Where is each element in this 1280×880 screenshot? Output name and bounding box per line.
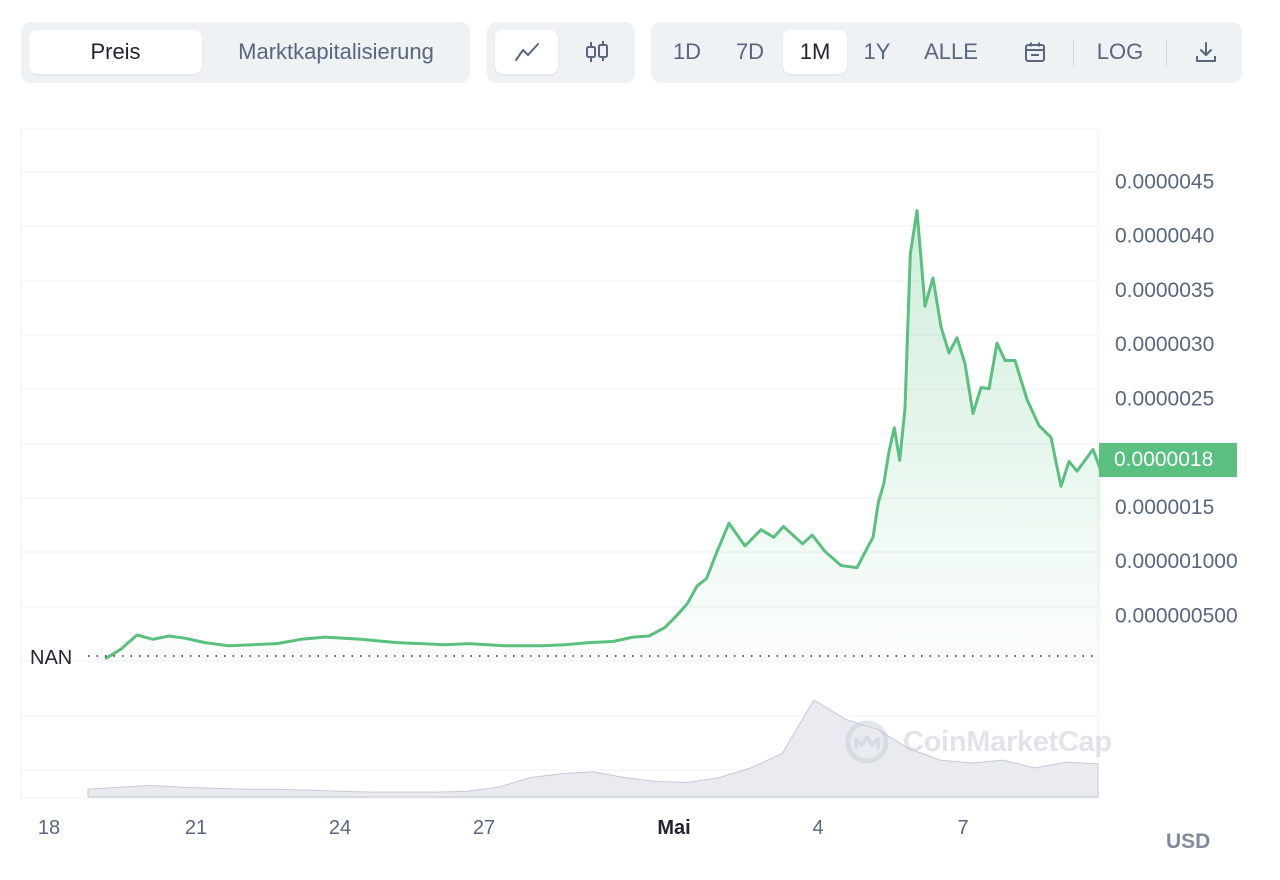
calendar-button[interactable] [1007, 30, 1063, 74]
watermark-text: CoinMarketCap [903, 725, 1112, 758]
chart-type-group [487, 22, 635, 83]
download-icon [1196, 42, 1216, 62]
line-chart-button[interactable] [495, 30, 558, 74]
log-toggle[interactable]: LOG [1096, 39, 1144, 64]
volume-area [87, 699, 1099, 798]
candlestick-button[interactable] [565, 30, 628, 74]
download-button[interactable] [1177, 30, 1235, 74]
price-line [104, 209, 1103, 661]
range-7d[interactable]: 7D [735, 39, 765, 64]
range-1m[interactable]: 1M [783, 30, 847, 74]
y-tick-label: 0.0000040 [1115, 225, 1214, 248]
chart-toolbar: Preis Marktkapitalisierung 1D 7D 1M 1Y A… [21, 22, 1242, 83]
current-price-tag: 0.0000018 [1099, 443, 1237, 477]
y-tick-label: 0.000000500 [1115, 604, 1238, 627]
toolbar-divider [1166, 39, 1167, 67]
baseline-label: NAN [30, 647, 73, 669]
range-1y[interactable]: 1Y [863, 39, 891, 64]
y-tick-label: 0.0000035 [1115, 279, 1214, 302]
time-range-group: 1D 7D 1M 1Y ALLE LOG [651, 22, 1242, 83]
y-tick-label: 0.0000025 [1115, 387, 1214, 410]
price-area-fill [105, 210, 1101, 661]
y-tick-label: 0.0000015 [1115, 496, 1214, 519]
x-tick-label: 24 [329, 817, 351, 839]
tab-market-cap[interactable]: Marktkapitalisierung [238, 39, 434, 64]
metric-tab-group: Preis Marktkapitalisierung [21, 22, 470, 83]
coinmarketcap-logo-icon [845, 720, 889, 764]
y-tick-label: 0.000001000 [1115, 550, 1238, 573]
calendar-icon [1025, 42, 1045, 62]
y-tick-label: 0.0000030 [1115, 333, 1214, 356]
x-tick-label: 7 [957, 817, 968, 839]
x-tick-label: Mai [657, 817, 690, 839]
line-chart-icon [514, 43, 539, 61]
range-all[interactable]: ALLE [924, 39, 978, 64]
tab-price[interactable]: Preis [29, 30, 202, 74]
candlestick-icon [585, 41, 608, 62]
toolbar-divider [1073, 39, 1074, 67]
currency-label[interactable]: USD [1166, 830, 1211, 853]
x-tick-label: 4 [812, 817, 823, 839]
watermark: CoinMarketCap [843, 718, 1112, 766]
x-tick-label: 18 [38, 817, 60, 839]
range-1d[interactable]: 1D [672, 39, 702, 64]
x-tick-label: 21 [185, 817, 207, 839]
x-tick-label: 27 [473, 817, 495, 839]
y-tick-label: 0.0000045 [1115, 170, 1214, 193]
